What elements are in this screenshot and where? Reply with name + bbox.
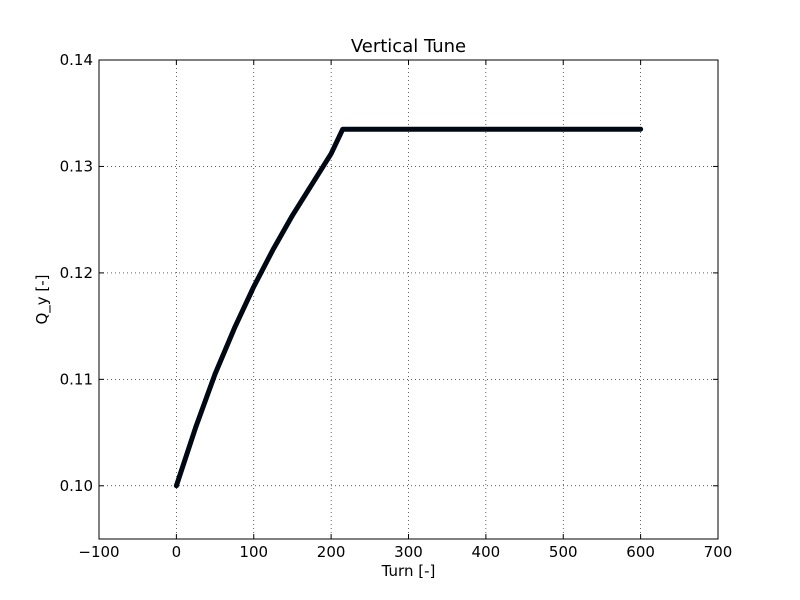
- y-tick-label: 0.10: [60, 477, 93, 495]
- x-tick-label: 600: [626, 543, 655, 561]
- x-tick-label: 200: [317, 543, 346, 561]
- y-axis: 0.10 0.11 0.12 0.13 0.14: [60, 51, 718, 495]
- series-layer: [173, 126, 644, 489]
- x-tick-label: 100: [239, 543, 268, 561]
- x-tick-label: 700: [704, 543, 733, 561]
- y-tick-label: 0.12: [60, 264, 93, 282]
- x-axis-title: Turn [-]: [381, 562, 436, 580]
- y-tick-label: 0.11: [60, 370, 93, 388]
- y-axis-title: Q_y [-]: [33, 274, 52, 324]
- x-tick-label: 300: [394, 543, 423, 561]
- y-tick-label: 0.14: [60, 51, 93, 69]
- x-tick-label: 400: [472, 543, 501, 561]
- x-tick-label: 500: [549, 543, 578, 561]
- series-line: [173, 126, 644, 489]
- x-tick-label: 0: [172, 543, 182, 561]
- x-axis: −100 0 100 200 300 400 500 600 700: [78, 60, 732, 561]
- chart-title: Vertical Tune: [351, 36, 466, 57]
- x-tick-label: −100: [78, 543, 119, 561]
- y-tick-label: 0.13: [60, 157, 93, 175]
